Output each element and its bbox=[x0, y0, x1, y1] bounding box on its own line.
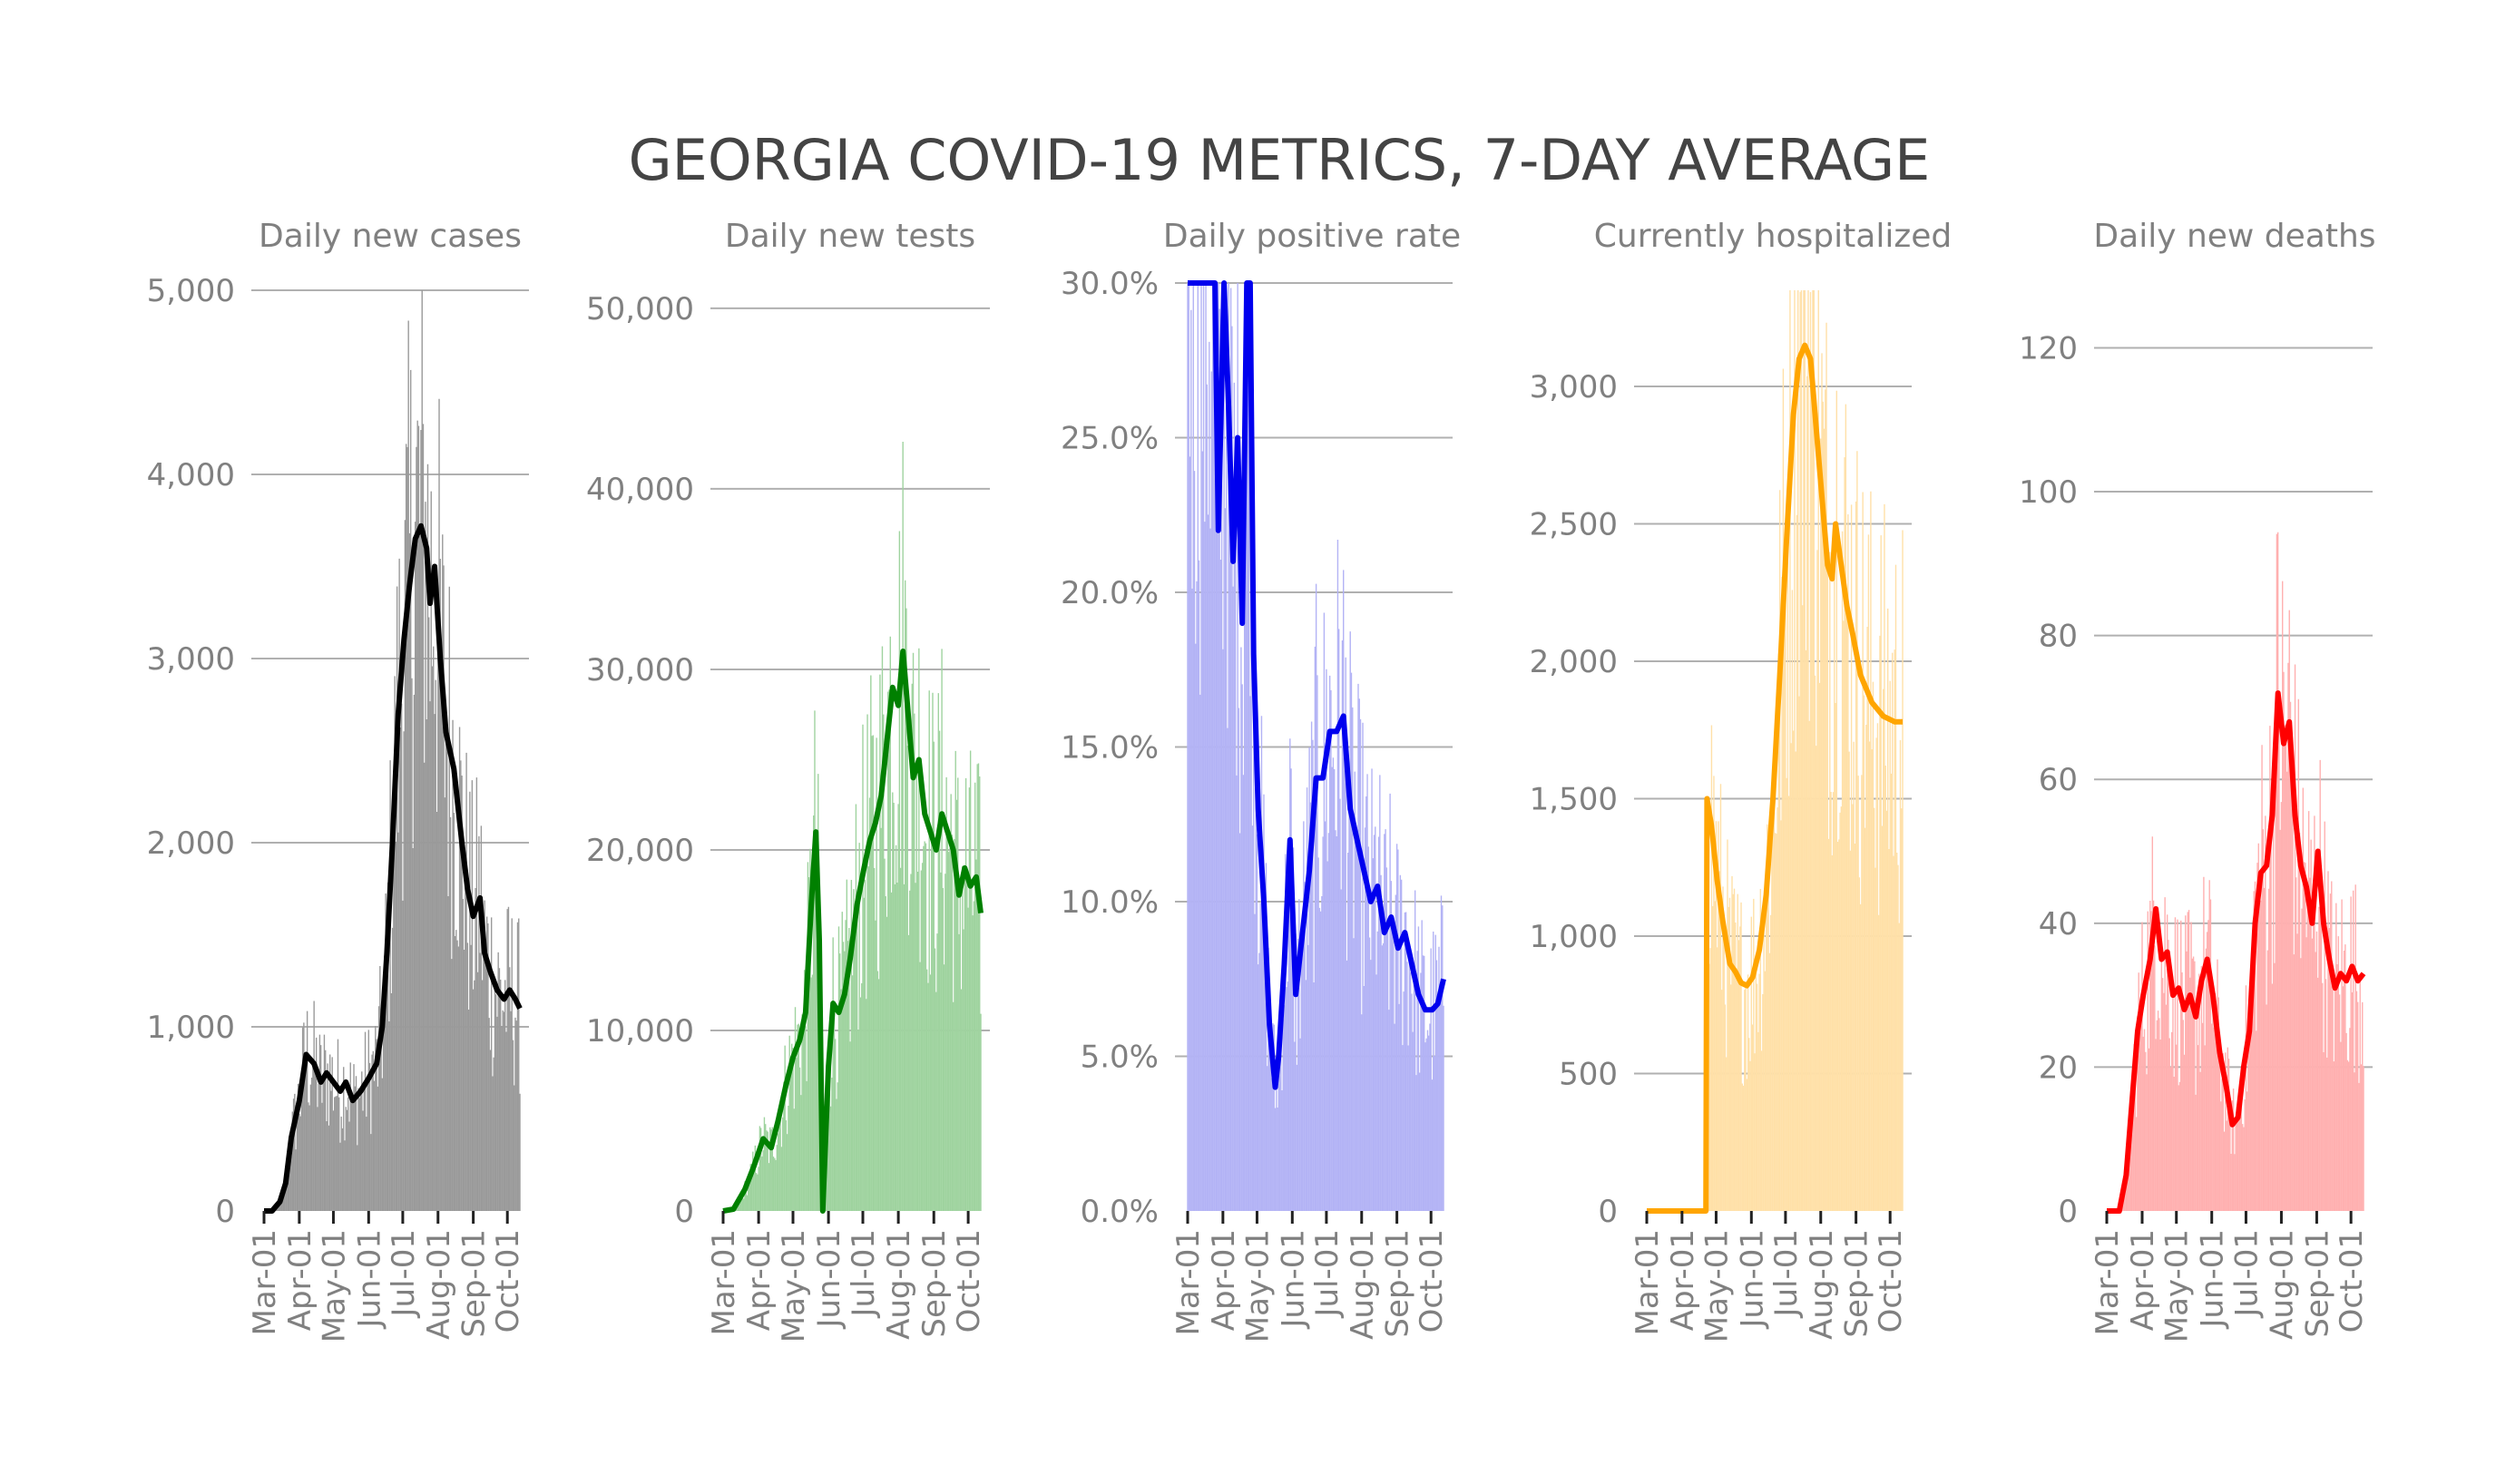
y-tick-label: 20.0% bbox=[1061, 575, 1159, 611]
x-tick-label: Jul-01 bbox=[846, 1229, 882, 1319]
panel-title: Daily positive rate bbox=[1163, 218, 1461, 255]
y-tick-label: 0.0% bbox=[1081, 1194, 1159, 1230]
y-tick-label: 2,000 bbox=[1530, 644, 1618, 680]
y-tick-label: 25.0% bbox=[1061, 421, 1159, 457]
x-tick-label: Apr-01 bbox=[2125, 1229, 2161, 1331]
x-tick-label: Jul-01 bbox=[1309, 1229, 1346, 1319]
seven-day-average-line bbox=[2107, 690, 2366, 1214]
x-tick-label: Sep-01 bbox=[1380, 1229, 1416, 1338]
seven-day-average-line bbox=[722, 649, 984, 1214]
x-tick-label: May-01 bbox=[776, 1229, 812, 1342]
x-tick-label: Mar-01 bbox=[1630, 1229, 1666, 1336]
y-tick-label: 1,500 bbox=[1530, 782, 1618, 818]
panel-title: Daily new cases bbox=[259, 218, 522, 255]
x-tick-label: Jul-01 bbox=[2228, 1229, 2265, 1319]
y-tick-label: 2,500 bbox=[1530, 507, 1618, 543]
y-tick-label: 40 bbox=[2039, 906, 2078, 942]
y-tick-label: 50,000 bbox=[586, 291, 694, 327]
y-tick-label: 30,000 bbox=[586, 652, 694, 688]
y-tick-label: 0 bbox=[215, 1194, 235, 1230]
x-tick-label: Oct-01 bbox=[1414, 1229, 1450, 1333]
x-tick-label: Sep-01 bbox=[916, 1229, 953, 1338]
x-tick-label: Apr-01 bbox=[1206, 1229, 1242, 1331]
x-tick-label: May-01 bbox=[1698, 1229, 1735, 1342]
x-tick-label: May-01 bbox=[316, 1229, 352, 1342]
chart-panel-2: Daily new tests 0 10,000 20,000 30,000 40,000… bbox=[586, 218, 990, 1342]
y-tick-label: 1,000 bbox=[147, 1010, 235, 1046]
x-tick-label: Oct-01 bbox=[2334, 1229, 2370, 1333]
y-tick-label: 10.0% bbox=[1061, 884, 1159, 921]
y-tick-label: 1,000 bbox=[1530, 919, 1618, 955]
x-tick-label: Jun-01 bbox=[1734, 1229, 1770, 1330]
y-tick-label: 20 bbox=[2039, 1050, 2078, 1086]
panel-title: Daily new deaths bbox=[2093, 218, 2375, 255]
x-tick-label: Jul-01 bbox=[1768, 1229, 1805, 1319]
x-tick-label: May-01 bbox=[1239, 1229, 1276, 1342]
y-tick-label: 2,000 bbox=[147, 825, 235, 862]
figure-title: GEORGIA COVID-19 METRICS, 7-DAY AVERAGE bbox=[629, 127, 1931, 193]
x-tick-label: Mar-01 bbox=[706, 1229, 742, 1336]
x-tick-label: Aug-01 bbox=[1804, 1229, 1840, 1340]
y-tick-label: 20,000 bbox=[586, 833, 694, 869]
x-tick-label: Apr-01 bbox=[282, 1229, 318, 1331]
x-tick-label: Aug-01 bbox=[1345, 1229, 1381, 1340]
y-tick-label: 4,000 bbox=[147, 457, 235, 493]
x-tick-label: Oct-01 bbox=[1873, 1229, 1909, 1333]
chart-panels: Daily new cases 0 1,000 2,000 3,000 4,000 5,00… bbox=[147, 218, 2376, 1342]
x-tick-label: Sep-01 bbox=[2299, 1229, 2335, 1338]
chart-panel-5: Daily new deaths 0 20 40 60 80 100 120 Mar-01Apr… bbox=[2019, 218, 2375, 1342]
y-tick-label: 100 bbox=[2019, 474, 2078, 511]
x-tick-label: Aug-01 bbox=[421, 1229, 457, 1340]
x-tick-label: Jun-01 bbox=[811, 1229, 847, 1330]
x-tick-label: Mar-01 bbox=[2090, 1229, 2126, 1336]
x-tick-label: Oct-01 bbox=[490, 1229, 526, 1333]
x-tick-label: Apr-01 bbox=[1665, 1229, 1701, 1331]
y-tick-label: 0 bbox=[1598, 1194, 1618, 1230]
panel-title: Daily new tests bbox=[725, 218, 975, 255]
y-tick-label: 0 bbox=[674, 1194, 694, 1230]
y-tick-label: 60 bbox=[2039, 762, 2078, 798]
x-tick-label: Mar-01 bbox=[1170, 1229, 1207, 1336]
y-tick-label: 30.0% bbox=[1061, 266, 1159, 302]
x-tick-label: Aug-01 bbox=[881, 1229, 917, 1340]
panel-title: Currently hospitalized bbox=[1594, 218, 1953, 255]
chart-panel-4: Currently hospitalized 0 500 1,000 1,500 2,00… bbox=[1530, 218, 1953, 1342]
y-tick-label: 80 bbox=[2039, 619, 2078, 655]
y-tick-label: 10,000 bbox=[586, 1013, 694, 1050]
chart-panel-1: Daily new cases 0 1,000 2,000 3,000 4,000 5,00… bbox=[147, 218, 529, 1342]
y-tick-label: 120 bbox=[2019, 330, 2078, 366]
x-tick-label: Aug-01 bbox=[2264, 1229, 2300, 1340]
x-tick-label: Jun-01 bbox=[351, 1229, 387, 1330]
x-tick-label: Sep-01 bbox=[1839, 1229, 1875, 1338]
x-tick-label: Sep-01 bbox=[456, 1229, 493, 1338]
seven-day-average-line bbox=[1647, 342, 1903, 1214]
y-tick-label: 15.0% bbox=[1061, 730, 1159, 766]
y-tick-label: 40,000 bbox=[586, 472, 694, 508]
y-tick-label: 3,000 bbox=[1530, 369, 1618, 405]
x-tick-label: Apr-01 bbox=[741, 1229, 778, 1331]
chart-panel-3: Daily positive rate 0.0% 5.0% 10.0% 15.0% 20.… bbox=[1061, 218, 1461, 1342]
x-tick-label: Jul-01 bbox=[386, 1229, 422, 1319]
x-tick-label: Jun-01 bbox=[2195, 1229, 2231, 1330]
y-tick-label: 3,000 bbox=[147, 641, 235, 678]
seven-day-average-line bbox=[264, 522, 523, 1214]
x-tick-label: Oct-01 bbox=[951, 1229, 987, 1333]
seven-day-average-line bbox=[1188, 280, 1446, 1090]
x-tick-label: May-01 bbox=[2159, 1229, 2196, 1342]
y-tick-label: 500 bbox=[1559, 1057, 1618, 1093]
y-tick-label: 0 bbox=[2058, 1194, 2078, 1230]
y-tick-label: 5,000 bbox=[147, 273, 235, 309]
x-tick-label: Mar-01 bbox=[247, 1229, 283, 1336]
x-tick-label: Jun-01 bbox=[1275, 1229, 1311, 1330]
y-tick-label: 5.0% bbox=[1081, 1040, 1159, 1076]
